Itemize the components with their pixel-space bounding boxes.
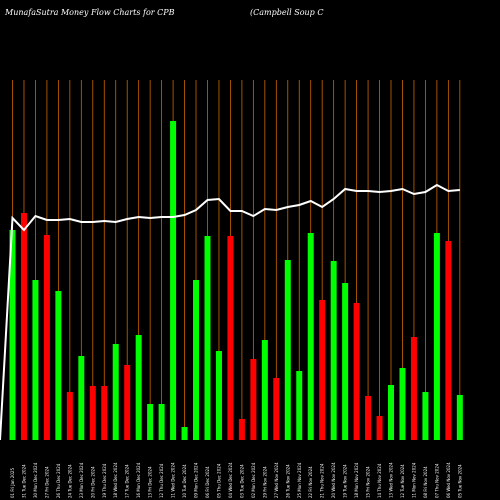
x-tick-label: 03 Tue Dec 2024 xyxy=(239,464,244,498)
x-tick-label: 31 Tue Dec 2024 xyxy=(21,464,26,498)
x-tick-label: 24 Tue Dec 2024 xyxy=(67,464,72,498)
bar-inflow xyxy=(158,404,165,440)
bar-outflow xyxy=(101,386,108,440)
bar-outflow xyxy=(124,365,131,440)
x-tick-label: 13 Wed Nov 2024 xyxy=(389,462,394,498)
x-tick-label: 07 Thu Nov 2024 xyxy=(434,463,439,498)
x-tick-label: 01 Fri Jan 2025 xyxy=(10,468,15,498)
bar-outflow xyxy=(227,236,234,440)
x-tick-label: 05 Tue Nov 2024 xyxy=(457,464,462,498)
bar-outflow xyxy=(238,419,245,440)
bar-outflow xyxy=(89,386,96,440)
bar-inflow xyxy=(193,280,200,440)
x-tick-label: 29 Fri Nov 2024 xyxy=(262,466,267,498)
bar-inflow xyxy=(135,335,142,440)
bar-outflow xyxy=(66,392,73,440)
x-tick-label: 17 Tue Dec 2024 xyxy=(125,464,130,498)
money-flow-line xyxy=(0,183,460,441)
bar-outflow xyxy=(376,416,383,440)
bar-outflow xyxy=(273,378,280,440)
chart-title-company: (Campbell Soup C xyxy=(250,8,323,17)
bar-outflow xyxy=(250,359,257,440)
x-tick-label: 12 Thu Dec 2024 xyxy=(159,463,164,498)
x-tick-label: 18 Wed Dec 2024 xyxy=(113,462,118,498)
bar-inflow xyxy=(388,385,395,440)
bar-inflow xyxy=(170,121,177,440)
x-tick-label: 25 Mon Nov 2024 xyxy=(297,462,302,498)
bar-inflow xyxy=(78,356,85,440)
x-tick-label: 30 Mon Dec 2024 xyxy=(33,462,38,498)
bar-inflow xyxy=(307,233,314,440)
x-tick-label: 11 Mon Nov 2024 xyxy=(411,462,416,498)
x-tick-label: 21 Thu Nov 2024 xyxy=(320,463,325,498)
bars xyxy=(9,121,463,440)
bar-inflow xyxy=(433,233,440,440)
bar-outflow xyxy=(319,300,326,440)
x-tick-label: 22 Fri Nov 2024 xyxy=(308,466,313,498)
bar-outflow xyxy=(365,396,372,440)
x-tick-label: 13 Fri Dec 2024 xyxy=(148,466,153,498)
bar-outflow xyxy=(410,337,417,440)
x-tick-label: 12 Tue Nov 2024 xyxy=(400,464,405,498)
x-tick-label: 20 Wed Nov 2024 xyxy=(331,462,336,498)
bar-inflow xyxy=(204,236,211,440)
bar-inflow xyxy=(112,344,119,440)
bar-outflow xyxy=(445,241,452,440)
bar-inflow xyxy=(284,260,291,440)
bar-inflow xyxy=(32,280,39,440)
x-tick-label: 18 Mon Nov 2024 xyxy=(354,462,359,498)
x-tick-label: 19 Thu Dec 2024 xyxy=(102,463,107,498)
x-tick-labels: 01 Fri Jan 2025 31 Tue Dec 2024 30 Mon Dec… xyxy=(10,462,462,498)
x-tick-label: 06 Wed Nov 2024 xyxy=(446,462,451,498)
bar-outflow xyxy=(20,213,27,440)
bar-inflow xyxy=(9,230,16,440)
bar-inflow xyxy=(261,340,268,440)
chart-title: MunafaSutra Money Flow Charts for CPB xyxy=(4,8,175,17)
x-tick-label: 11 Wed Dec 2024 xyxy=(171,462,176,498)
x-tick-label: 16 Mon Dec 2024 xyxy=(136,462,141,498)
x-tick-label: 19 Tue Nov 2024 xyxy=(343,464,348,498)
x-tick-label: 05 Thu Dec 2024 xyxy=(216,463,221,498)
bar-inflow xyxy=(399,368,406,440)
bar-inflow xyxy=(342,283,349,440)
x-tick-label: 14 Thu Nov 2024 xyxy=(377,463,382,498)
x-tick-label: 02 Mon Dec 2024 xyxy=(251,462,256,498)
bar-inflow xyxy=(55,291,62,440)
x-tick-label: 26 Tue Nov 2024 xyxy=(285,464,290,498)
bar-inflow xyxy=(296,371,303,440)
x-tick-label: 04 Wed Dec 2024 xyxy=(228,462,233,498)
x-tick-label: 27 Fri Dec 2024 xyxy=(44,466,49,498)
bar-outflow xyxy=(353,303,360,440)
x-tick-label: 27 Wed Nov 2024 xyxy=(274,462,279,498)
bar-inflow xyxy=(215,351,222,440)
x-tick-label: 15 Fri Nov 2024 xyxy=(366,466,371,498)
x-tick-label: 23 Mon Dec 2024 xyxy=(79,462,84,498)
bar-inflow xyxy=(456,395,463,440)
x-tick-label: 06 Fri Dec 2024 xyxy=(205,466,210,498)
x-tick-label: 20 Fri Dec 2024 xyxy=(90,466,95,498)
x-tick-label: 08 Fri Nov 2024 xyxy=(423,466,428,498)
x-tick-label: 09 Mon Dec 2024 xyxy=(194,462,199,498)
x-tick-label: 10 Tue Dec 2024 xyxy=(182,464,187,498)
bar-outflow xyxy=(43,235,50,440)
x-tick-label: 26 Thu Dec 2024 xyxy=(56,463,61,498)
bar-inflow xyxy=(422,392,429,440)
bar-inflow xyxy=(147,404,154,440)
bar-inflow xyxy=(330,261,337,440)
bar-inflow xyxy=(181,427,188,440)
